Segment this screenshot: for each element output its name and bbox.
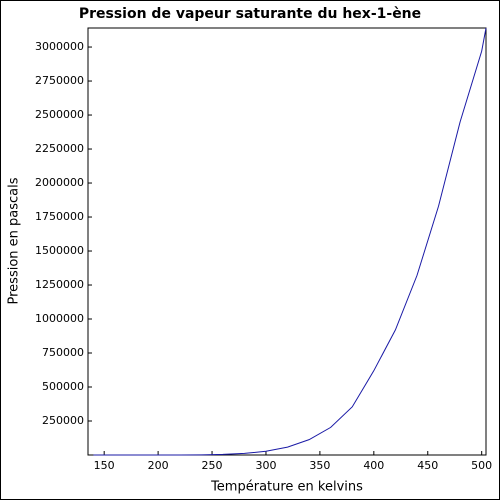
- x-tick-label: 500: [471, 459, 492, 472]
- y-tick-label: 1000000: [35, 312, 84, 325]
- x-tick-label: 300: [255, 459, 276, 472]
- plot-frame: [87, 27, 487, 456]
- y-tick-label: 250000: [42, 414, 84, 427]
- y-tick-label: 2500000: [35, 108, 84, 121]
- data-line: [93, 27, 487, 456]
- x-tick-label: 150: [94, 459, 115, 472]
- x-tick-label: 250: [202, 459, 223, 472]
- y-tick-label: 1500000: [35, 244, 84, 257]
- y-tick-label: 1750000: [35, 210, 84, 223]
- y-tick-label: 2250000: [35, 142, 84, 155]
- x-tick-label: 200: [148, 459, 169, 472]
- y-tick-label: 1250000: [35, 278, 84, 291]
- y-tick-label: 500000: [42, 380, 84, 393]
- y-tick-label: 3000000: [35, 40, 84, 53]
- y-axis-label: Pression en pascals: [7, 177, 22, 304]
- y-tick-label: 2750000: [35, 74, 84, 87]
- chart-title: Pression de vapeur saturante du hex-1-èn…: [79, 6, 421, 22]
- x-tick-label: 350: [309, 459, 330, 472]
- x-tick-label: 400: [363, 459, 384, 472]
- y-tick-label: 2000000: [35, 176, 84, 189]
- y-tick-label: 750000: [42, 346, 84, 359]
- x-axis-label: Température en kelvins: [210, 480, 363, 495]
- x-tick-label: 450: [417, 459, 438, 472]
